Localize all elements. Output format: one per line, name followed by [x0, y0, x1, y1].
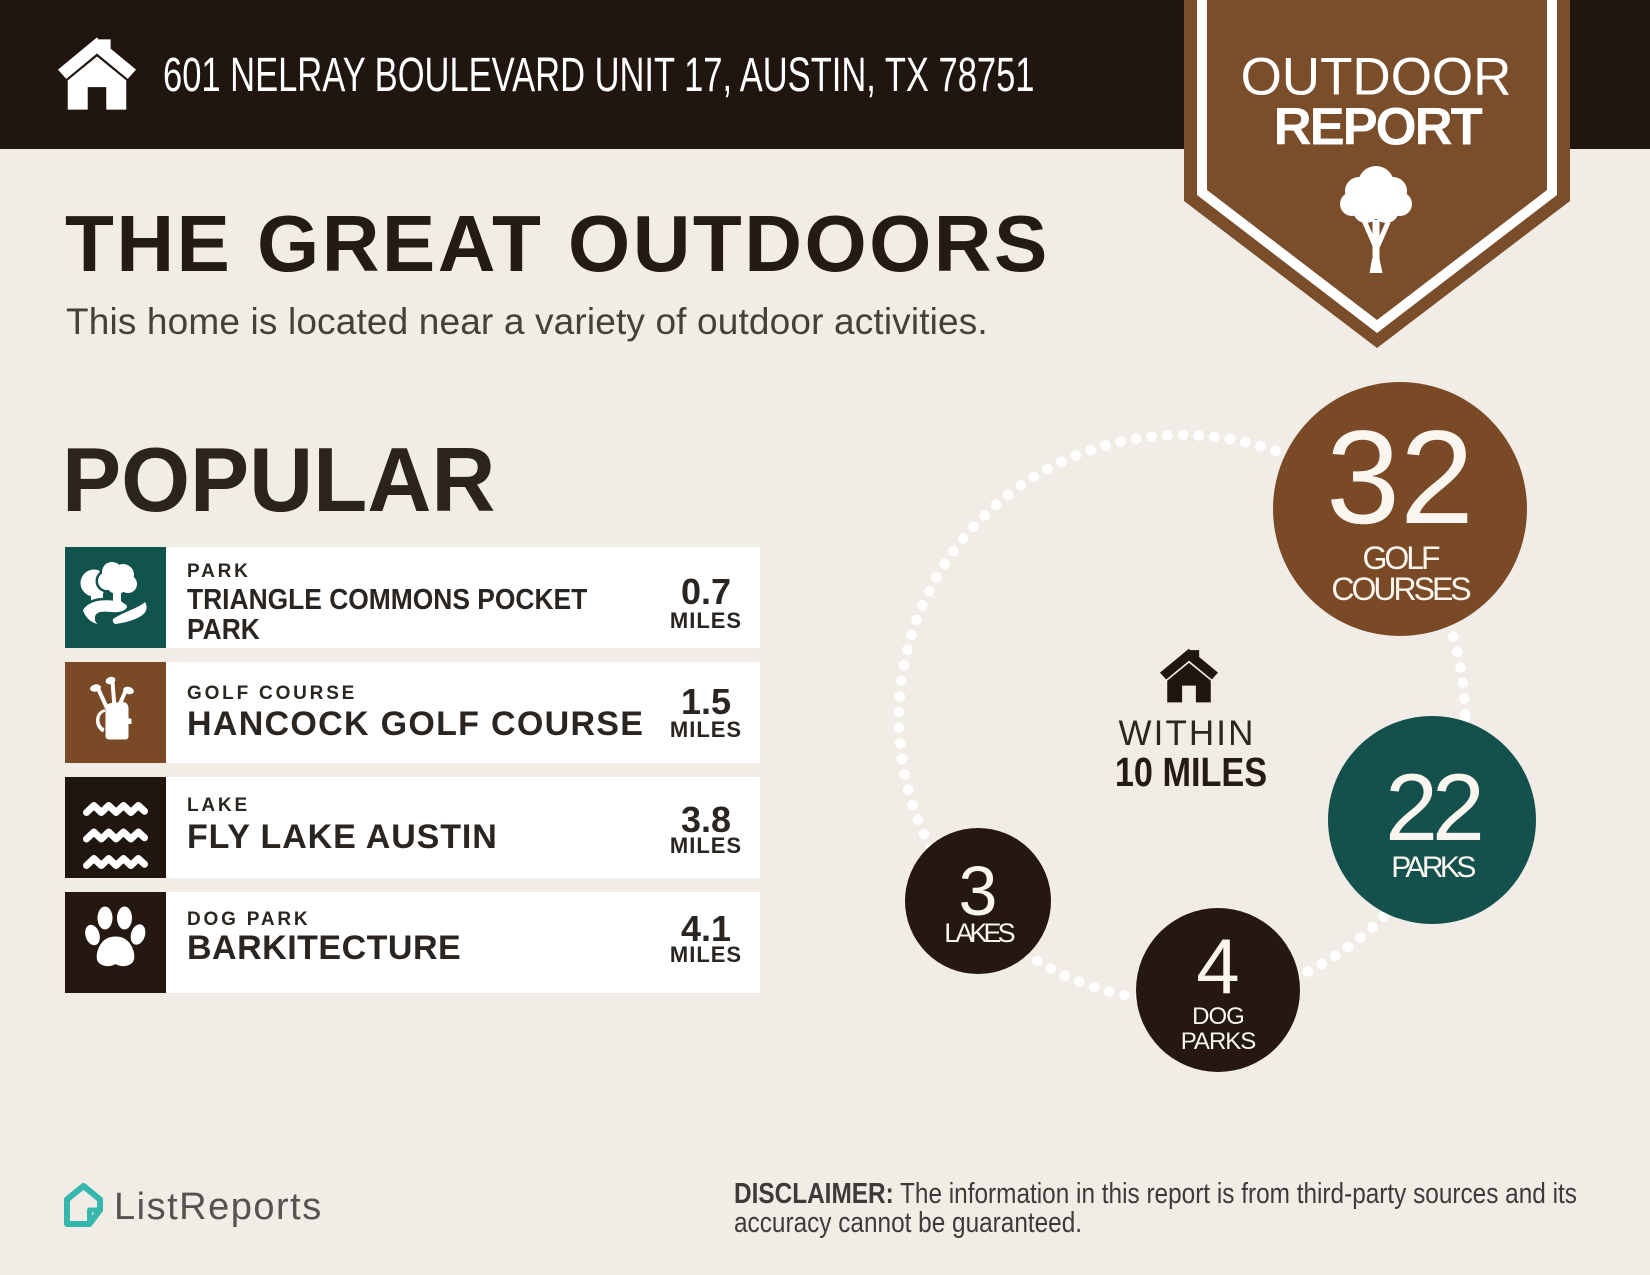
svg-text:REPORT: REPORT — [1273, 98, 1482, 157]
svg-text:OUTDOOR: OUTDOOR — [1241, 48, 1512, 107]
